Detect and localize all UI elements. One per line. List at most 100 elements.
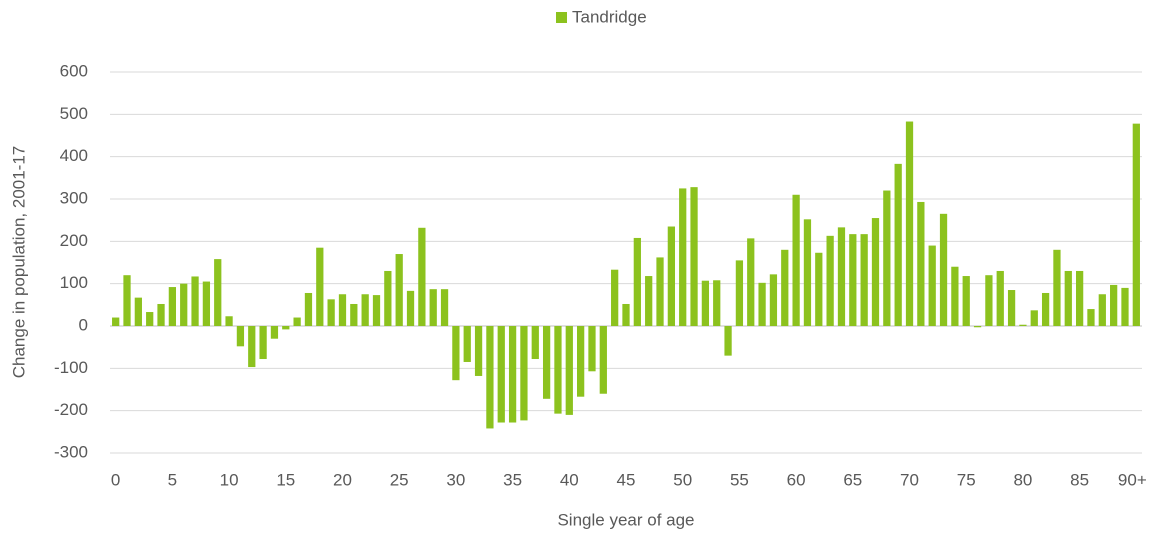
bar	[486, 326, 494, 429]
bar	[860, 234, 868, 326]
bar	[497, 326, 505, 423]
bar	[577, 326, 585, 397]
bar	[554, 326, 562, 414]
bar	[225, 316, 233, 326]
bar	[645, 276, 653, 326]
y-tick-label: 200	[60, 231, 88, 250]
y-tick-label: 300	[60, 188, 88, 207]
bar	[985, 275, 993, 326]
bar	[1064, 270, 1072, 326]
bar	[236, 326, 245, 347]
x-tick-label: 20	[333, 470, 352, 489]
bar	[1121, 287, 1129, 326]
x-tick-label: 15	[276, 470, 295, 489]
bar	[565, 326, 573, 415]
y-axis-label: Change in population, 2001-17	[9, 146, 28, 379]
bar	[894, 163, 902, 326]
bar	[429, 289, 437, 326]
bar	[1019, 324, 1027, 326]
bar	[917, 201, 925, 326]
bar	[1007, 290, 1016, 326]
x-tick-label: 0	[111, 470, 120, 489]
bar	[928, 245, 936, 326]
bar	[214, 259, 222, 326]
bar	[701, 280, 710, 326]
x-tick-label: 45	[617, 470, 636, 489]
bar	[951, 266, 959, 326]
y-tick-label: -300	[54, 442, 88, 461]
bar	[440, 289, 449, 326]
bar	[973, 326, 982, 328]
bar	[667, 226, 675, 326]
bar	[939, 213, 948, 326]
bar	[531, 326, 539, 360]
bar	[1075, 270, 1084, 326]
bar	[803, 219, 812, 326]
x-tick-label: 90+	[1118, 470, 1147, 489]
bar	[837, 227, 846, 326]
bar	[599, 326, 607, 394]
y-tick-label: 400	[60, 146, 88, 165]
bar	[1087, 309, 1095, 326]
bar	[1030, 310, 1038, 326]
x-tick-label: 70	[900, 470, 919, 489]
bar	[350, 303, 358, 326]
x-axis-label: Single year of age	[557, 510, 694, 529]
bar	[849, 234, 857, 326]
bar	[384, 270, 392, 326]
bar	[146, 312, 154, 326]
bar	[542, 326, 551, 399]
bar	[248, 326, 256, 368]
bar	[815, 252, 823, 326]
bar	[871, 218, 880, 326]
y-tick-label: -100	[54, 358, 88, 377]
bar	[1053, 249, 1061, 326]
x-tick-label: 25	[390, 470, 409, 489]
bar	[1132, 123, 1140, 326]
x-tick-label: 85	[1070, 470, 1089, 489]
bar	[191, 276, 199, 326]
bar	[372, 295, 381, 326]
x-tick-label: 55	[730, 470, 749, 489]
bar	[747, 238, 755, 326]
bar	[293, 317, 301, 326]
bar	[112, 317, 120, 326]
bar	[361, 294, 369, 326]
x-tick-label: 40	[560, 470, 579, 489]
y-tick-label: 500	[60, 104, 88, 123]
bar	[327, 299, 335, 326]
bar	[452, 326, 460, 381]
bar	[1098, 294, 1106, 326]
legend-swatch	[556, 12, 567, 23]
x-tick-label: 60	[787, 470, 806, 489]
y-tick-label: 600	[60, 61, 88, 80]
bar	[157, 303, 165, 326]
bar	[758, 282, 766, 326]
bar	[282, 326, 290, 330]
y-tick-label: -200	[54, 400, 88, 419]
x-tick-label: 65	[843, 470, 862, 489]
bar	[588, 326, 596, 372]
bar	[690, 187, 698, 326]
bar	[781, 249, 789, 326]
y-tick-label: 0	[79, 315, 88, 334]
bar	[1110, 284, 1118, 326]
bar	[905, 121, 914, 326]
x-tick-label: 80	[1013, 470, 1032, 489]
bar	[713, 280, 721, 326]
bar	[520, 326, 528, 421]
bar	[474, 326, 483, 376]
bar	[883, 190, 891, 326]
bar	[633, 237, 641, 326]
bar	[418, 227, 426, 326]
bar	[463, 326, 471, 362]
x-tick-label: 5	[168, 470, 177, 489]
bar	[826, 235, 834, 326]
bar	[769, 274, 778, 326]
bar	[792, 194, 800, 326]
x-tick-label: 35	[503, 470, 522, 489]
bar	[134, 297, 142, 326]
legend-label: Tandridge	[572, 7, 647, 26]
bar	[508, 326, 517, 423]
